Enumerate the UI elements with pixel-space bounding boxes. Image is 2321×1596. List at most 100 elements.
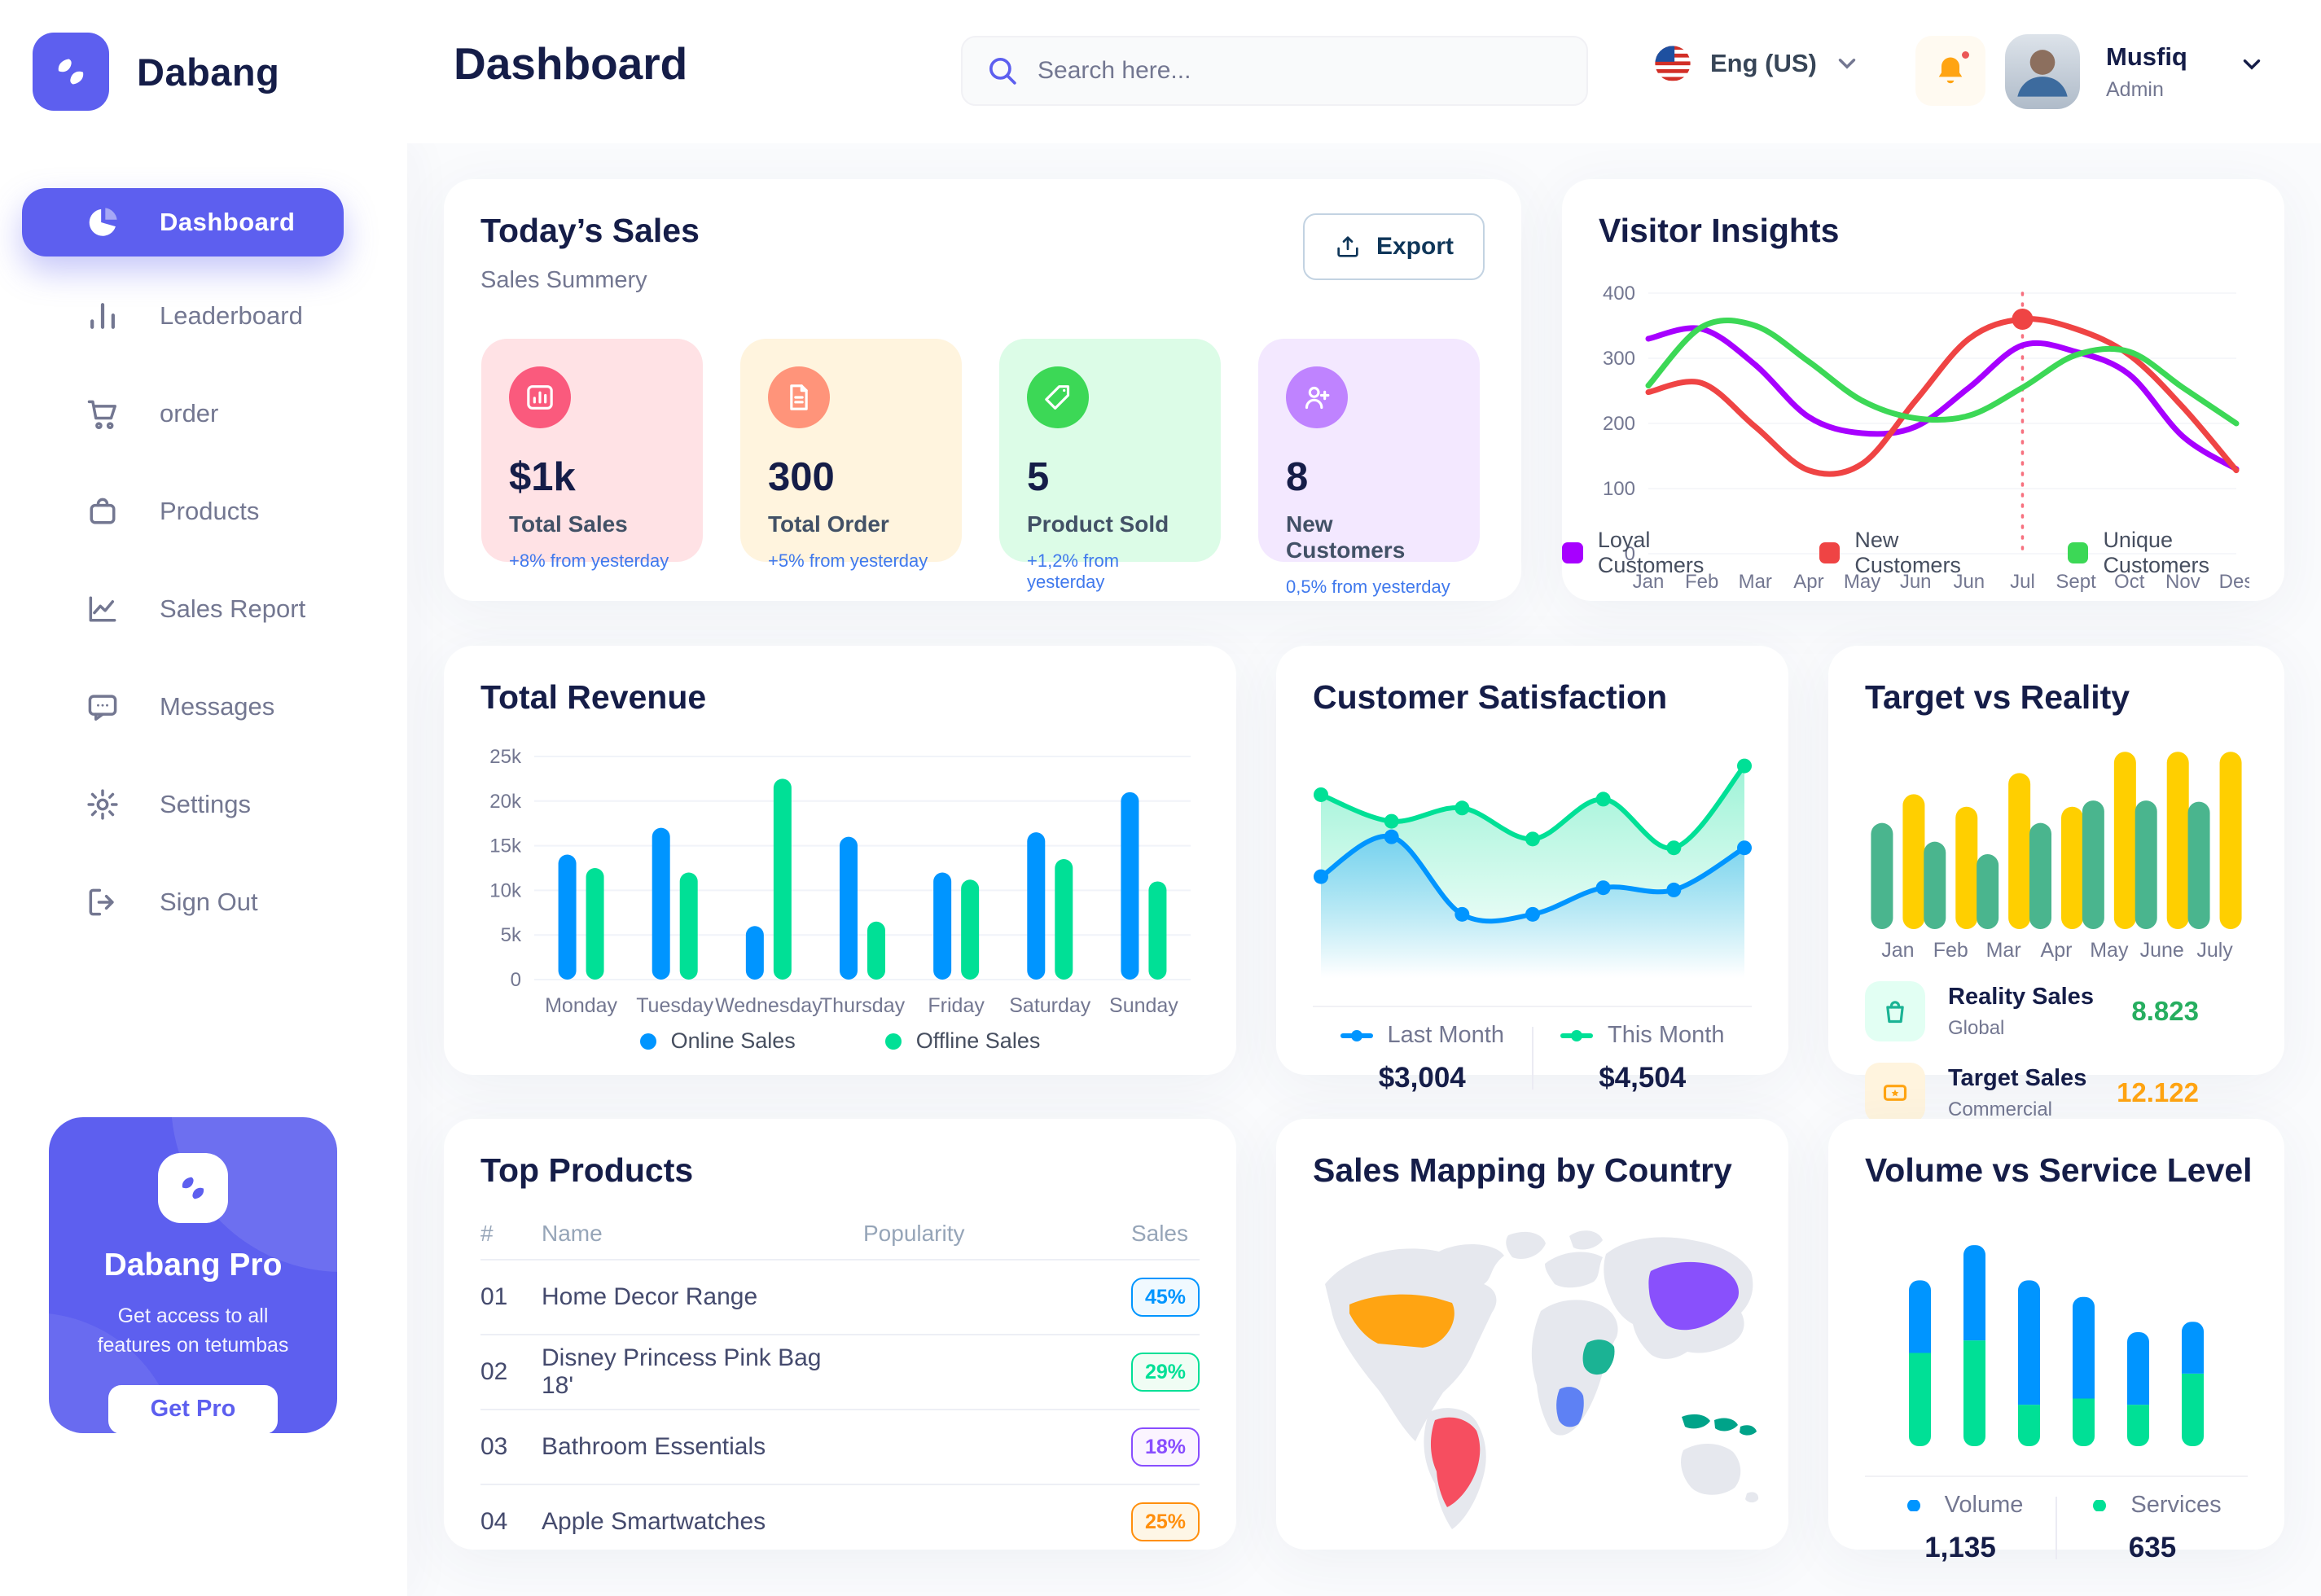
sidebar-item-settings[interactable]: Settings bbox=[0, 762, 407, 847]
notification-badge-dot bbox=[1959, 49, 1972, 61]
legend-item-this-month[interactable]: This Month bbox=[1560, 1022, 1724, 1049]
product-name: Bathroom Essentials bbox=[542, 1433, 766, 1460]
pro-logo-icon bbox=[158, 1153, 228, 1223]
legend-item-loyal-customers[interactable]: Loyal Customers bbox=[1562, 528, 1762, 578]
svg-text:Mar: Mar bbox=[1986, 939, 2021, 962]
pro-card: Dabang Pro Get access to all features on… bbox=[49, 1117, 337, 1433]
col-header-num: # bbox=[480, 1221, 494, 1246]
product-name: Disney Princess Pink Bag 18' bbox=[542, 1344, 822, 1399]
legend-col-services: Services 635 bbox=[2057, 1492, 2248, 1564]
svg-text:Des: Des bbox=[2219, 571, 2249, 593]
legend-swatch bbox=[1562, 542, 1583, 563]
svg-text:Monday: Monday bbox=[545, 994, 617, 1017]
svg-text:Sept: Sept bbox=[2056, 571, 2096, 593]
legend-marker-icon bbox=[1340, 1029, 1373, 1041]
user-menu-chevron-icon[interactable] bbox=[2238, 50, 2266, 78]
total-revenue-card: Total Revenue 0 5k 10k 15k 20k 25k Monday Tuesd… bbox=[444, 646, 1236, 1075]
table-row-03: 03 Bathroom Essentials 18% bbox=[480, 1409, 1200, 1484]
brand-logo-icon[interactable] bbox=[33, 33, 109, 111]
summary-label: New Customers bbox=[1286, 511, 1406, 563]
legend-label: New Customers bbox=[1854, 528, 1961, 577]
dabang-petals-icon bbox=[58, 59, 84, 85]
volume-vs-service-chart bbox=[1865, 1210, 2248, 1454]
sidebar-item-label: Settings bbox=[160, 790, 252, 818]
todays-sales-card: Today’s Sales Sales Summery Export $1k To… bbox=[444, 179, 1521, 601]
legend-marker-icon bbox=[1560, 1029, 1594, 1041]
map-brazil[interactable] bbox=[1430, 1417, 1481, 1507]
legend-swatch bbox=[2067, 542, 2089, 563]
legend-item-last-month[interactable]: Last Month bbox=[1340, 1022, 1504, 1049]
get-pro-button[interactable]: Get Pro bbox=[108, 1384, 278, 1433]
customer-satisfaction-legend: Last Month $3,004 This Month $4,504 bbox=[1313, 1022, 1752, 1094]
sidebar: Dashboard Leaderboard order Products Sales R… bbox=[0, 143, 407, 1596]
target-vs-reality-card: Target vs Reality Jan Feb Mar Apr May June Jul… bbox=[1828, 646, 2284, 1123]
brand-name: Dabang bbox=[137, 50, 280, 94]
map-china[interactable] bbox=[1648, 1261, 1740, 1331]
svg-text:Feb: Feb bbox=[1685, 571, 1718, 593]
legend-item-services[interactable]: Services bbox=[2083, 1492, 2222, 1519]
language-label: Eng (US) bbox=[1710, 49, 1817, 77]
svg-text:Nov: Nov bbox=[2165, 571, 2200, 593]
map-indonesia[interactable] bbox=[1682, 1414, 1757, 1436]
export-button[interactable]: Export bbox=[1302, 213, 1485, 280]
map-africa bbox=[1531, 1300, 1618, 1436]
svg-text:June: June bbox=[2140, 939, 2184, 962]
legend-item-new-customers[interactable]: New Customers bbox=[1819, 528, 2011, 578]
product-num: 01 bbox=[480, 1283, 508, 1310]
legend-label: Services bbox=[2130, 1492, 2222, 1518]
sales-badge: 18% bbox=[1131, 1427, 1200, 1467]
divider bbox=[1865, 1475, 2248, 1477]
bag-icon bbox=[1865, 981, 1925, 1041]
search-input[interactable] bbox=[1038, 57, 1564, 85]
sidebar-item-label: Sales Report bbox=[160, 594, 306, 623]
summary-value: 300 bbox=[768, 455, 835, 499]
summary-delta: +1,2% from yesterday bbox=[1027, 550, 1120, 592]
language-selector[interactable]: Eng (US) bbox=[1652, 42, 1861, 85]
summary-delta: 0,5% from yesterday bbox=[1286, 577, 1450, 597]
sidebar-item-products[interactable]: Products bbox=[0, 469, 407, 554]
sidebar-item-sales-report[interactable]: Sales Report bbox=[0, 567, 407, 651]
svg-text:Feb: Feb bbox=[1933, 939, 1968, 962]
svg-text:Sunday: Sunday bbox=[1109, 994, 1178, 1017]
legend-item-unique-customers[interactable]: Unique Customers bbox=[2067, 528, 2284, 578]
map-usa[interactable] bbox=[1349, 1294, 1454, 1348]
notifications-button[interactable] bbox=[1915, 36, 1985, 106]
legend-texts: Reality Sales Global bbox=[1948, 984, 2094, 1040]
legend-item-online-sales[interactable]: Online Sales bbox=[639, 1028, 796, 1054]
top-products-table: # Name Popularity Sales 01 Home Decor Ran… bbox=[480, 1208, 1200, 1559]
sidebar-item-sign-out[interactable]: Sign Out bbox=[0, 860, 407, 945]
top-products-header-row: # Name Popularity Sales bbox=[480, 1208, 1200, 1259]
map-greenland bbox=[1506, 1231, 1546, 1260]
legend-divider bbox=[1531, 1027, 1533, 1090]
sidebar-item-dashboard[interactable]: Dashboard bbox=[22, 188, 344, 256]
pie-icon bbox=[85, 204, 121, 240]
gear-icon bbox=[85, 787, 121, 822]
legend-item-offline-sales[interactable]: Offline Sales bbox=[884, 1028, 1040, 1054]
table-row-01: 01 Home Decor Range 45% bbox=[480, 1259, 1200, 1334]
svg-text:Apr: Apr bbox=[1793, 571, 1823, 593]
summary-card-total-sales[interactable]: $1k Total Sales +8% from yesterday bbox=[481, 339, 703, 571]
legend-item-volume[interactable]: Volume bbox=[1898, 1492, 2023, 1519]
legend-series-value: 12.122 bbox=[2117, 1077, 2199, 1107]
summary-card-total-order[interactable]: 300 Total Order +5% from yesterday bbox=[740, 339, 962, 571]
sidebar-item-leaderboard[interactable]: Leaderboard bbox=[0, 274, 407, 358]
map-dr-congo[interactable] bbox=[1556, 1387, 1584, 1427]
summary-label: Total Order bbox=[768, 511, 889, 537]
avatar[interactable] bbox=[2005, 34, 2080, 109]
sidebar-item-order[interactable]: order bbox=[0, 371, 407, 456]
sales-badge: 25% bbox=[1131, 1502, 1200, 1541]
legend-series-value: 8.823 bbox=[2131, 996, 2199, 1026]
legend-label: Last Month bbox=[1387, 1022, 1504, 1048]
sidebar-item-messages[interactable]: Messages bbox=[0, 664, 407, 749]
volume-vs-service-legend: Volume 1,135 Services 635 bbox=[1865, 1492, 2248, 1564]
map-saudi-arabia[interactable] bbox=[1582, 1340, 1615, 1375]
topbar: Dabang Dashboard bbox=[0, 0, 2321, 143]
svg-text:200: 200 bbox=[1603, 413, 1635, 435]
bell-icon bbox=[1938, 57, 1963, 84]
svg-text:May: May bbox=[1844, 571, 1880, 593]
world-map bbox=[1325, 1230, 1759, 1529]
svg-text:Wednesday: Wednesday bbox=[715, 994, 823, 1017]
summary-card-new-customers[interactable]: 8 New Customers 0,5% from yesterday bbox=[1258, 339, 1480, 597]
summary-card-product-sold[interactable]: 5 Product Sold +1,2% from yesterday bbox=[999, 339, 1221, 592]
